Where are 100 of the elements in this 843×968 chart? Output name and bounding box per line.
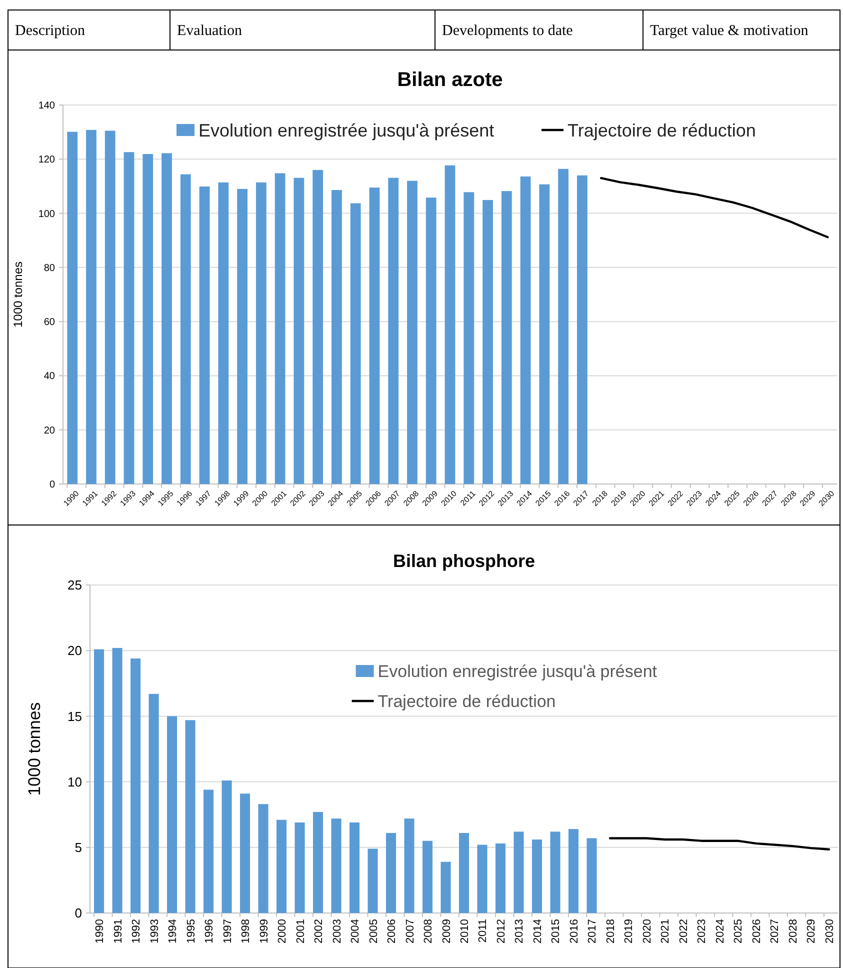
line-series (600, 176, 829, 238)
x-tick-label: 2009 (440, 919, 453, 944)
x-tick-label: 2008 (422, 919, 435, 944)
text: Developments to date (442, 23, 574, 39)
bar (86, 130, 96, 484)
x-tick-label: 2007 (404, 919, 416, 944)
x-tick-label: 2000 (276, 919, 289, 944)
bar (464, 192, 474, 484)
bar (539, 184, 550, 484)
x-tick-label: 2006 (386, 919, 398, 944)
y-tick-label: 40 (44, 371, 56, 382)
bar (256, 182, 266, 484)
bar (550, 832, 560, 913)
bar (185, 720, 196, 913)
bar (104, 130, 116, 484)
y-tick-label: 0 (49, 480, 56, 490)
y-axis-title: 1000 tonnes (25, 702, 44, 796)
x-tick-label: 2002 (313, 919, 326, 944)
bar (142, 154, 154, 484)
line-series (608, 837, 830, 850)
y-tick-label: 140 (38, 100, 56, 112)
bar (124, 152, 134, 484)
x-tick-label: 2019 (623, 919, 636, 944)
x-tick-label: 2020 (641, 919, 654, 944)
bar (558, 168, 568, 484)
y-tick-label: 60 (44, 317, 56, 328)
bar (440, 862, 451, 913)
legend-label: Trajectoire de réduction (378, 692, 556, 711)
bar (422, 840, 433, 913)
x-tick-label: 1995 (185, 919, 198, 944)
x-tick-label: 2022 (678, 919, 690, 944)
x-tick-label: 2014 (532, 919, 544, 944)
y-tick-label: 100 (38, 208, 56, 220)
bar (332, 190, 342, 484)
text: Evaluation (177, 23, 242, 39)
bar (180, 174, 191, 484)
bar (482, 200, 493, 484)
bar (222, 780, 232, 913)
y-tick-label: 5 (74, 840, 82, 855)
bar (568, 829, 579, 913)
y-tick-label: 20 (44, 425, 56, 436)
bar (407, 180, 418, 484)
y-tick-label: 10 (68, 774, 82, 790)
bar (274, 173, 286, 484)
x-tick-label: 2018 (604, 919, 617, 944)
legend-label: Trajectoire de réduction (568, 120, 756, 140)
x-tick-label: 2015 (550, 919, 562, 944)
bar (514, 832, 524, 913)
bar (312, 812, 324, 913)
chart-title: Bilan azote (397, 69, 503, 91)
y-axis-title: 1000 tonnes (11, 261, 25, 328)
bar (276, 820, 287, 913)
x-tick-label: 2029 (806, 919, 818, 944)
x-tick-label: 1999 (258, 919, 270, 944)
bar (458, 832, 470, 913)
bar (576, 175, 588, 484)
x-tick-label: 1993 (148, 919, 161, 944)
bar (495, 843, 506, 913)
x-tick-label: 1994 (167, 919, 180, 944)
bar (350, 203, 361, 484)
x-tick-label: 1997 (222, 919, 234, 944)
x-tick-label: 2005 (368, 919, 380, 944)
x-tick-label: 1992 (130, 919, 143, 944)
bar (294, 822, 305, 913)
y-tick-label: 25 (68, 578, 82, 593)
x-tick-label: 2024 (714, 919, 726, 944)
bar (204, 790, 214, 913)
y-tick-label: 20 (68, 643, 82, 658)
bar (199, 186, 210, 484)
bar (148, 694, 159, 913)
bar (520, 176, 531, 484)
bar (130, 658, 141, 913)
bar (426, 198, 436, 484)
bar (237, 188, 248, 484)
bar (294, 178, 304, 484)
text: Target value & motivation (650, 23, 809, 39)
bar (349, 822, 360, 913)
bar (258, 804, 268, 913)
y-tick-label: 120 (38, 154, 56, 166)
text: Description (15, 23, 86, 39)
x-tick-label: 2025 (732, 919, 745, 944)
x-tick-label: 2026 (750, 919, 763, 944)
bar (404, 818, 414, 913)
x-tick-label: 2021 (660, 919, 672, 944)
legend-label: Evolution enregistrée jusqu'à présent (378, 662, 658, 681)
y-tick-label: 15 (68, 708, 82, 724)
x-tick-label: 2023 (696, 919, 708, 944)
bar (112, 648, 122, 913)
x-tick-label: 2001 (294, 919, 307, 944)
y-tick-label: 80 (44, 262, 56, 274)
y-tick-label: 0 (74, 906, 82, 921)
bar (162, 153, 172, 484)
x-tick-label: 1991 (112, 919, 124, 944)
bar (369, 188, 380, 484)
x-tick-label: 2010 (459, 919, 471, 944)
x-tick-label: 2003 (331, 919, 344, 944)
bar (312, 170, 324, 484)
bar (94, 649, 104, 913)
x-tick-label: 1990 (94, 919, 106, 944)
x-tick-label: 2030 (824, 919, 836, 944)
